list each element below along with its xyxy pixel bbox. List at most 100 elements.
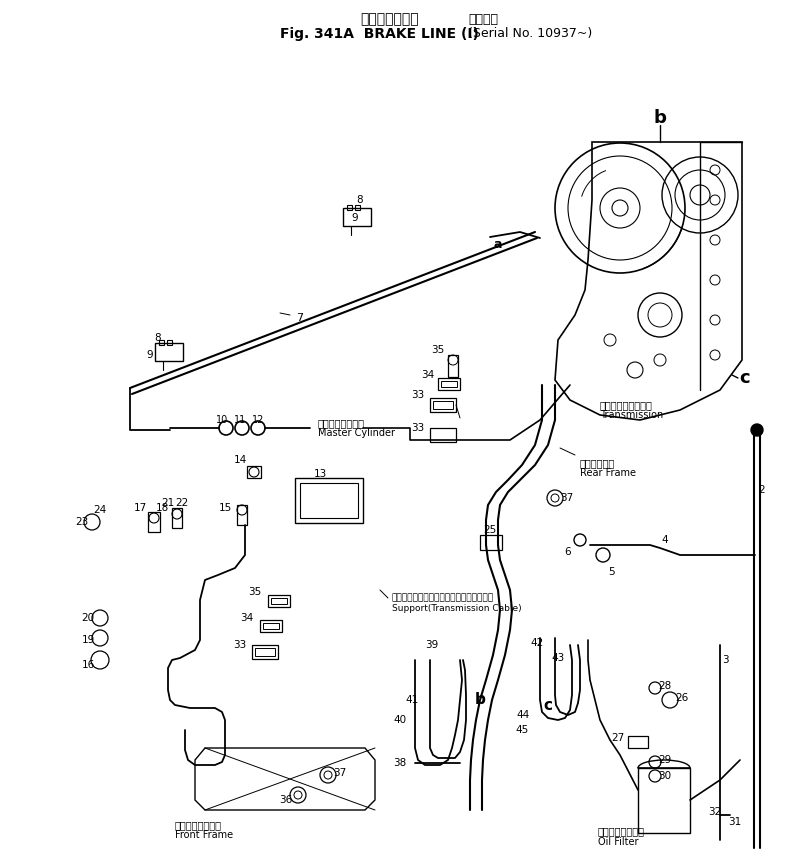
- Text: 21: 21: [162, 498, 175, 508]
- Bar: [343, 208, 371, 226]
- Text: 6: 6: [565, 547, 571, 557]
- Text: Transmission: Transmission: [600, 410, 663, 420]
- Bar: [355, 205, 360, 210]
- Text: 39: 39: [426, 640, 439, 650]
- Bar: [268, 595, 290, 607]
- Text: b: b: [474, 693, 485, 708]
- Text: 23: 23: [76, 517, 88, 527]
- Bar: [433, 401, 453, 409]
- Text: 35: 35: [248, 587, 262, 597]
- Text: 9: 9: [351, 213, 359, 223]
- Text: 36: 36: [280, 795, 292, 805]
- Text: 26: 26: [675, 693, 689, 703]
- Text: Front Frame: Front Frame: [175, 830, 233, 840]
- Bar: [263, 623, 279, 629]
- Text: 11: 11: [234, 415, 246, 425]
- Text: c: c: [544, 697, 552, 713]
- Text: 9: 9: [147, 350, 154, 360]
- Text: 8: 8: [154, 333, 162, 343]
- Text: 33: 33: [411, 423, 425, 433]
- Text: 34: 34: [422, 370, 435, 380]
- Text: ブレーキライン: ブレーキライン: [361, 12, 419, 26]
- Text: 43: 43: [552, 653, 565, 663]
- Bar: [295, 478, 363, 523]
- Text: 30: 30: [659, 771, 671, 781]
- Text: 3: 3: [722, 655, 728, 665]
- Text: 33: 33: [411, 390, 425, 400]
- Text: 33: 33: [233, 640, 247, 650]
- Text: 37: 37: [560, 493, 574, 503]
- Text: 37: 37: [333, 768, 347, 778]
- Text: 18: 18: [155, 503, 169, 513]
- Circle shape: [751, 424, 763, 436]
- Bar: [237, 505, 247, 525]
- Text: 20: 20: [81, 613, 95, 623]
- Text: 25: 25: [483, 525, 496, 535]
- Text: 17: 17: [133, 503, 147, 513]
- Text: オイルフィルター: オイルフィルター: [598, 826, 645, 836]
- Text: Support(Transmission Cable): Support(Transmission Cable): [392, 604, 522, 613]
- Text: Master Cylinder: Master Cylinder: [318, 428, 395, 438]
- Bar: [430, 428, 456, 442]
- Text: Fig. 341A  BRAKE LINE (Ⅰ): Fig. 341A BRAKE LINE (Ⅰ): [280, 27, 479, 41]
- Text: 10: 10: [216, 415, 228, 425]
- Text: 44: 44: [516, 710, 530, 720]
- Text: a: a: [494, 238, 502, 251]
- Text: 7: 7: [296, 313, 303, 323]
- Text: フロントフレーム: フロントフレーム: [175, 820, 222, 830]
- Text: 27: 27: [611, 733, 625, 743]
- Text: 32: 32: [708, 807, 722, 817]
- Bar: [628, 736, 648, 748]
- Text: 41: 41: [405, 695, 418, 705]
- Text: 40: 40: [393, 715, 407, 725]
- Bar: [638, 768, 690, 833]
- Bar: [255, 648, 275, 656]
- Text: 13: 13: [314, 469, 326, 479]
- Text: 適用号等: 適用号等: [468, 13, 498, 26]
- Text: 28: 28: [659, 681, 671, 691]
- Text: サポート（トランスミッションケーブル）: サポート（トランスミッションケーブル）: [392, 593, 494, 602]
- Bar: [247, 466, 261, 478]
- Bar: [430, 398, 456, 412]
- Text: 45: 45: [515, 725, 529, 735]
- Text: 31: 31: [728, 817, 742, 827]
- Bar: [480, 535, 502, 550]
- Text: 8: 8: [357, 195, 363, 205]
- Bar: [347, 205, 352, 210]
- Text: 16: 16: [81, 660, 95, 670]
- Text: 38: 38: [393, 758, 407, 768]
- Text: 34: 34: [240, 613, 254, 623]
- Bar: [271, 598, 287, 604]
- Bar: [260, 620, 282, 632]
- Bar: [438, 378, 460, 390]
- Text: 4: 4: [662, 535, 668, 545]
- Text: Oil Filter: Oil Filter: [598, 837, 638, 847]
- Text: マスターシリンダ: マスターシリンダ: [318, 418, 365, 428]
- Text: Rear Frame: Rear Frame: [580, 468, 636, 478]
- Text: 2: 2: [759, 485, 765, 495]
- Text: 22: 22: [176, 498, 188, 508]
- Bar: [252, 645, 278, 659]
- Text: リヤフレーム: リヤフレーム: [580, 458, 615, 468]
- Text: b: b: [653, 109, 667, 127]
- Text: 12: 12: [252, 415, 264, 425]
- Text: (Serial No. 10937~): (Serial No. 10937~): [468, 27, 593, 40]
- Bar: [441, 381, 457, 387]
- Bar: [448, 355, 458, 377]
- Bar: [159, 340, 164, 345]
- Bar: [148, 512, 160, 532]
- Text: c: c: [740, 369, 750, 387]
- Text: 24: 24: [93, 505, 106, 515]
- Text: 42: 42: [530, 638, 544, 648]
- Text: 35: 35: [431, 345, 444, 355]
- Text: 5: 5: [608, 567, 615, 577]
- Text: 14: 14: [233, 455, 247, 465]
- Bar: [155, 343, 183, 361]
- Bar: [167, 340, 172, 345]
- Bar: [300, 483, 358, 518]
- Text: トランスミッション: トランスミッション: [600, 400, 653, 410]
- Text: 29: 29: [659, 755, 671, 765]
- Text: 19: 19: [81, 635, 95, 645]
- Bar: [172, 508, 182, 528]
- Text: 15: 15: [218, 503, 232, 513]
